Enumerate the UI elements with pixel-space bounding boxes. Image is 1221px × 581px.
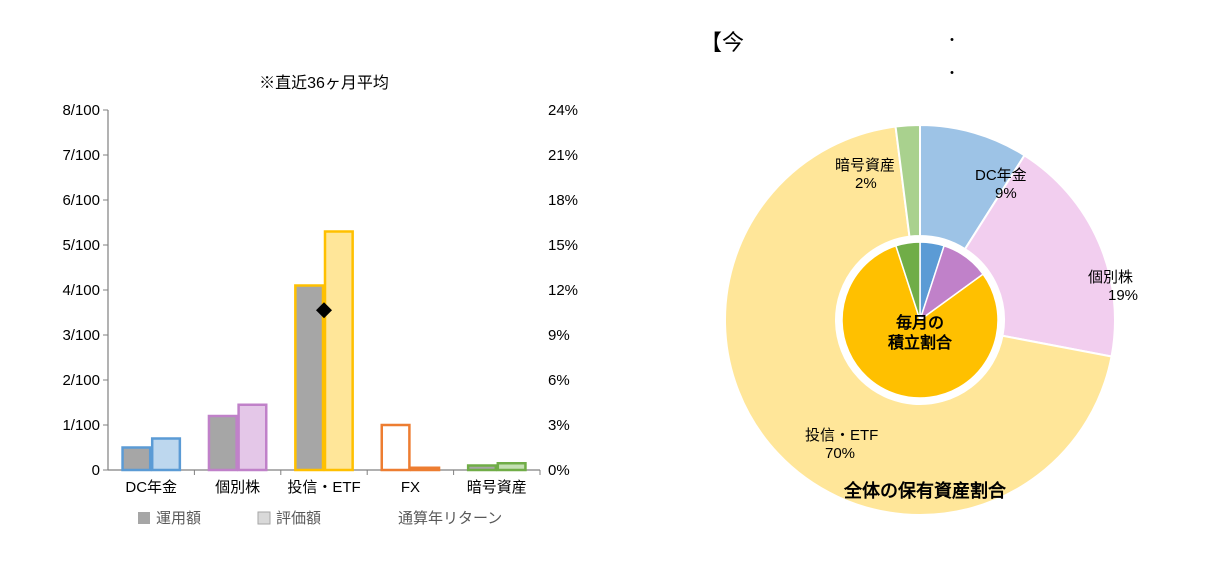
legend-marker-2 xyxy=(258,512,270,524)
right-tick: 6% xyxy=(548,372,570,389)
inner-label-1: 毎月の xyxy=(896,313,944,332)
bar-series1 xyxy=(295,286,323,471)
left-tick: 1/100 xyxy=(62,417,100,434)
bar-series2 xyxy=(411,468,439,470)
right-tick: 18% xyxy=(548,192,578,209)
slice-pct: 70% xyxy=(825,445,855,462)
left-tick: 7/100 xyxy=(62,147,100,164)
right-tick: 12% xyxy=(548,282,578,299)
inner-label-2: 積立割合 xyxy=(887,333,953,352)
slice-pct: 2% xyxy=(855,175,877,192)
header-dot: ・ xyxy=(945,32,959,48)
legend-label-3: 通算年リターン xyxy=(398,509,502,527)
slice-label: 暗号資産 xyxy=(835,157,895,174)
category-label: 個別株 xyxy=(215,479,260,496)
bar-series2 xyxy=(152,439,180,471)
legend-marker-1 xyxy=(138,512,150,524)
bar-series1 xyxy=(209,416,237,470)
bar-series2 xyxy=(325,232,353,471)
right-tick: 9% xyxy=(548,327,570,344)
legend-label-1: 運用額 xyxy=(156,510,201,527)
bar-series1 xyxy=(123,448,151,471)
category-label: 暗号資産 xyxy=(467,479,527,496)
bar-series1 xyxy=(382,425,410,470)
left-tick: 4/100 xyxy=(62,282,100,299)
right-tick: 21% xyxy=(548,147,578,164)
category-label: DC年金 xyxy=(125,479,177,496)
slice-label: 個別株 xyxy=(1088,269,1133,286)
outer-title: 全体の保有資産割合 xyxy=(843,480,1007,501)
bar-note: ※直近36ヶ月平均 xyxy=(259,74,389,92)
slice-pct: 19% xyxy=(1108,287,1138,304)
category-label: FX xyxy=(401,479,420,496)
left-tick: 3/100 xyxy=(62,327,100,344)
pie-chart-svg: 【今・・毎月の積立割合暗号資産2%DC年金9%個別株19%投信・ETF70%全体… xyxy=(640,30,1200,560)
right-tick: 24% xyxy=(548,102,578,119)
left-tick: 6/100 xyxy=(62,192,100,209)
slice-label: DC年金 xyxy=(975,167,1027,184)
left-tick: 5/100 xyxy=(62,237,100,254)
slice-label: 投信・ETF xyxy=(805,427,878,444)
bar-series1 xyxy=(468,466,496,471)
bar-series2 xyxy=(498,463,526,470)
left-tick: 0 xyxy=(92,462,100,479)
left-tick: 2/100 xyxy=(62,372,100,389)
right-tick: 15% xyxy=(548,237,578,254)
header-dot: ・ xyxy=(945,65,959,81)
right-tick: 3% xyxy=(548,417,570,434)
category-label: 投信・ETF xyxy=(287,479,360,496)
pie-header: 【今 xyxy=(700,30,744,55)
right-tick: 0% xyxy=(548,462,570,479)
bar-chart-panel: ※直近36ヶ月平均 0 1/100 2/100 3/100 4/100 5/100 6/100… xyxy=(40,60,600,560)
legend-label-2: 評価額 xyxy=(276,510,321,527)
left-tick: 8/100 xyxy=(62,102,100,119)
bar-series2 xyxy=(239,405,267,470)
slice-pct: 9% xyxy=(995,185,1017,202)
bar-chart-svg: ※直近36ヶ月平均 0 1/100 2/100 3/100 4/100 5/100 6/100… xyxy=(40,60,600,560)
pie-chart-panel: 【今・・毎月の積立割合暗号資産2%DC年金9%個別株19%投信・ETF70%全体… xyxy=(640,30,1200,560)
